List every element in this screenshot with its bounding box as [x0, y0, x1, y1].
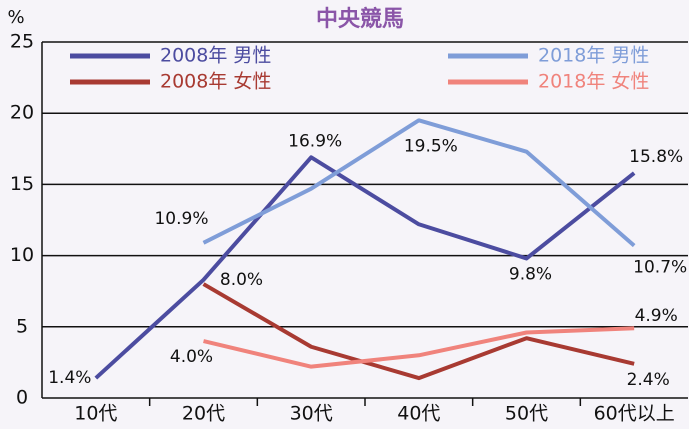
data-label: 4.0%	[170, 347, 213, 367]
chart-title: 中央競馬	[316, 6, 404, 32]
x-tick-label: 30代	[290, 403, 333, 425]
data-label: 10.7%	[633, 258, 687, 278]
x-tick-label: 20代	[182, 403, 225, 425]
data-label: 15.8%	[629, 147, 683, 167]
series-line	[203, 326, 635, 369]
data-label: 1.4%	[48, 368, 91, 388]
legend-label: 2018年 男性	[538, 45, 649, 67]
series-line	[202, 282, 635, 381]
y-unit: %	[7, 7, 24, 28]
data-label: 10.9%	[154, 209, 208, 229]
data-label: 16.9%	[288, 131, 342, 151]
legend-label: 2008年 女性	[160, 71, 271, 93]
y-tick-label: 25	[10, 31, 34, 53]
series-line	[94, 155, 636, 380]
y-tick-label: 20	[10, 102, 34, 124]
data-label: 2.4%	[627, 370, 670, 390]
x-tick-label: 40代	[397, 403, 440, 425]
legend-label: 2008年 男性	[160, 45, 271, 67]
data-label: 19.5%	[404, 136, 458, 156]
legend-label: 2018年 女性	[538, 71, 649, 93]
y-tick-label: 0	[16, 387, 28, 409]
data-label: 4.9%	[635, 306, 678, 326]
x-tick-label: 10代	[74, 403, 117, 425]
series-line	[202, 118, 636, 248]
data-label: 9.8%	[509, 264, 552, 284]
y-tick-label: 15	[10, 173, 34, 195]
data-label: 8.0%	[220, 270, 263, 290]
y-tick-label: 5	[16, 315, 28, 337]
x-tick-label: 60代以上	[594, 403, 675, 425]
y-tick-label: 10	[10, 244, 34, 266]
x-tick-label: 50代	[505, 403, 548, 425]
